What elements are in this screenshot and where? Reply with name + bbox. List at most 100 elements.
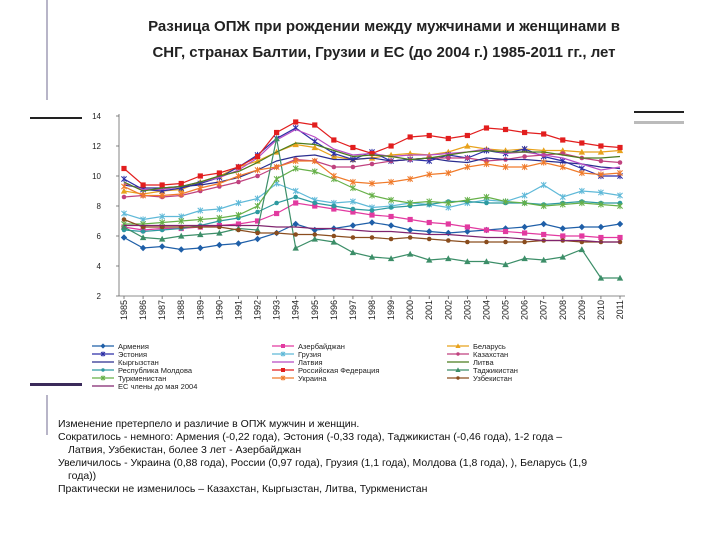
data-point: [216, 170, 222, 176]
data-point: [578, 246, 586, 253]
data-point: [255, 230, 260, 236]
x-tick-label: 1998: [367, 300, 377, 320]
data-point: [388, 178, 395, 186]
data-point: [578, 223, 586, 231]
data-point: [483, 125, 490, 131]
series-line: [123, 142, 621, 192]
legend-label: Таджикистан: [473, 366, 518, 375]
data-point: [578, 199, 585, 207]
data-point: [369, 180, 375, 187]
data-point: [503, 239, 508, 245]
data-point: [445, 199, 452, 207]
data-point: [388, 236, 394, 242]
data-point: [388, 196, 395, 204]
data-point: [426, 198, 433, 205]
data-point: [559, 253, 566, 260]
decorative-bar-left: [30, 383, 82, 386]
data-point: [120, 187, 128, 194]
data-point: [541, 231, 547, 238]
data-point: [280, 375, 286, 381]
x-tick-label: 2001: [424, 300, 434, 320]
data-point: [331, 233, 337, 239]
data-point: [369, 235, 375, 240]
data-point: [292, 244, 299, 251]
data-point: [464, 163, 471, 171]
note-line: Практически не изменилось – Казахстан, К…: [58, 483, 428, 495]
legend-label: Грузия: [298, 350, 321, 359]
data-point: [254, 235, 261, 243]
data-point: [236, 227, 241, 233]
legend-label: Эстония: [118, 350, 147, 359]
data-point: [388, 205, 394, 210]
data-point: [597, 171, 604, 178]
data-point: [293, 232, 298, 237]
data-point: [178, 190, 185, 198]
data-point: [216, 214, 223, 222]
data-point: [312, 200, 318, 206]
x-tick-label: 1986: [138, 300, 148, 320]
x-tick-label: 2002: [443, 300, 453, 320]
data-point: [254, 202, 261, 210]
data-point: [521, 163, 528, 171]
data-point: [273, 135, 280, 142]
data-point: [274, 230, 279, 236]
data-point: [158, 235, 166, 242]
data-point: [598, 234, 604, 241]
data-point: [426, 228, 433, 235]
data-point: [540, 202, 547, 210]
decorative-vertical-line-bottom: [46, 395, 48, 435]
data-point: [100, 375, 106, 381]
data-point: [387, 255, 395, 262]
data-point: [274, 200, 279, 206]
x-tick-label: 1987: [157, 300, 167, 320]
data-point: [100, 351, 106, 357]
data-point: [388, 143, 394, 149]
data-point: [235, 164, 242, 170]
data-point: [446, 238, 451, 243]
data-point: [502, 126, 509, 133]
data-point: [350, 209, 356, 215]
x-tick-label: 1985: [119, 300, 129, 320]
data-point: [178, 217, 185, 225]
data-point: [254, 195, 261, 202]
data-point: [331, 206, 337, 212]
data-point: [407, 235, 413, 240]
data-point: [159, 213, 166, 220]
data-point: [464, 142, 471, 149]
data-point: [426, 256, 433, 263]
data-point: [502, 228, 509, 235]
data-point: [598, 143, 604, 149]
data-point: [216, 229, 223, 236]
data-point: [559, 193, 566, 201]
data-point: [159, 219, 166, 226]
data-point: [617, 160, 623, 165]
data-point: [455, 367, 461, 372]
data-point: [273, 175, 280, 183]
data-point: [502, 198, 509, 205]
x-tick-label: 1996: [329, 300, 339, 320]
data-point: [281, 368, 285, 372]
data-point: [120, 234, 128, 241]
data-point: [597, 223, 605, 231]
data-point: [121, 217, 127, 222]
data-point: [349, 249, 357, 256]
decorative-vertical-line-top: [46, 0, 48, 100]
data-point: [349, 178, 356, 186]
y-tick-label: 12: [92, 142, 101, 151]
data-point: [455, 343, 461, 348]
data-point: [178, 246, 185, 253]
data-point: [178, 180, 184, 187]
data-point: [521, 192, 528, 199]
data-point: [255, 209, 260, 215]
data-point: [281, 344, 285, 348]
data-point: [559, 225, 566, 232]
data-point: [159, 182, 165, 188]
data-point: [540, 220, 547, 228]
data-point: [293, 200, 299, 206]
data-point: [235, 172, 242, 180]
data-point: [311, 168, 318, 175]
data-point: [350, 144, 356, 151]
x-tick-label: 1999: [386, 300, 396, 320]
data-point: [598, 158, 604, 164]
data-point: [407, 134, 413, 140]
